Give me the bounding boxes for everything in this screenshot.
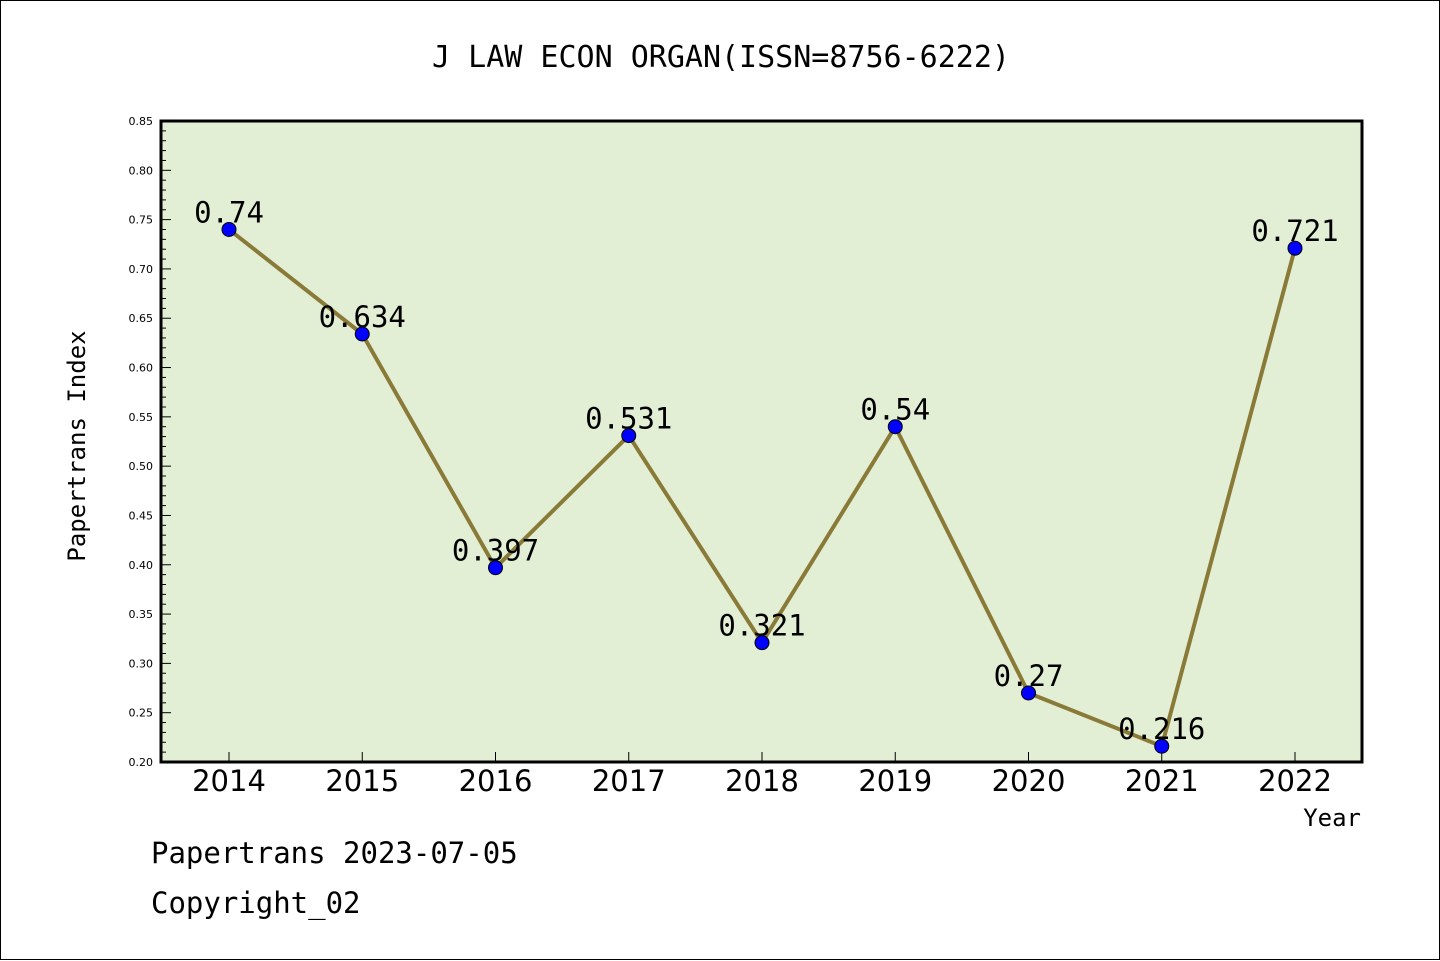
data-label: 0.634 bbox=[319, 300, 406, 334]
x-tick-label: 2019 bbox=[858, 764, 932, 798]
series-layer: 0.74 0.634 0.397 0.531 0.321 0.54 0.27 0.216 0.7… bbox=[194, 195, 1339, 754]
data-label: 0.74 bbox=[194, 195, 264, 229]
y-tick-label: 0.65 bbox=[129, 312, 154, 325]
data-point bbox=[1287, 240, 1303, 256]
y-tick-label: 0.80 bbox=[129, 164, 154, 177]
y-tick-label: 0.40 bbox=[129, 559, 154, 572]
y-tick-label: 0.75 bbox=[129, 214, 154, 227]
y-tick-label: 0.25 bbox=[129, 707, 154, 720]
y-tick-label: 0.45 bbox=[129, 509, 154, 522]
data-label: 0.216 bbox=[1118, 712, 1205, 746]
x-tick-label: 2016 bbox=[459, 764, 533, 798]
x-tick-label: 2020 bbox=[992, 764, 1066, 798]
data-label: 0.54 bbox=[860, 393, 930, 427]
data-point bbox=[488, 560, 503, 576]
plot-area bbox=[159, 119, 1364, 764]
x-tick-label: 2017 bbox=[592, 764, 666, 798]
data-point bbox=[221, 221, 237, 237]
y-axis-label: Papertrans Index bbox=[63, 330, 91, 561]
data-label: 0.27 bbox=[994, 659, 1064, 693]
y-tick-label: 0.35 bbox=[129, 608, 154, 621]
x-tick-label: 2021 bbox=[1125, 764, 1199, 798]
y-tick-label: 0.60 bbox=[129, 362, 154, 375]
y-tick-label: 0.30 bbox=[129, 657, 154, 670]
data-point bbox=[1021, 685, 1036, 701]
data-point bbox=[887, 419, 903, 435]
footer-copyright: Copyright_02 bbox=[151, 886, 361, 920]
y-tick-label: 0.55 bbox=[129, 411, 154, 424]
data-label: 0.397 bbox=[452, 534, 539, 568]
x-tick-label: 2014 bbox=[192, 764, 266, 798]
y-tick-label: 0.70 bbox=[129, 263, 154, 276]
y-tick-label: 0.20 bbox=[129, 756, 154, 769]
y-tick-label: 0.50 bbox=[129, 460, 154, 473]
footer-date: Papertrans 2023-07-05 bbox=[151, 836, 518, 870]
x-tick-label: 2018 bbox=[725, 764, 799, 798]
x-tick-label: 2022 bbox=[1258, 764, 1332, 798]
data-point bbox=[1154, 738, 1170, 754]
y-tick-label: 0.85 bbox=[129, 115, 154, 128]
data-point bbox=[754, 635, 770, 651]
data-label: 0.321 bbox=[718, 609, 805, 643]
x-axis-label: Year bbox=[1303, 804, 1361, 832]
x-tick-label: 2015 bbox=[325, 764, 399, 798]
x-axis: 2014 2015 2016 2017 2018 2019 2020 2021 2022 bbox=[192, 752, 1332, 798]
y-axis: 0.20 0.25 0.30 0.35 0.40 0.45 0.50 0.55 0.60 0.65… bbox=[129, 115, 171, 769]
data-point bbox=[621, 428, 637, 444]
data-label: 0.531 bbox=[585, 402, 672, 436]
chart-title: J LAW ECON ORGAN(ISSN=8756-6222) bbox=[432, 40, 1010, 75]
data-label: 0.721 bbox=[1251, 214, 1338, 248]
data-point bbox=[354, 326, 370, 342]
